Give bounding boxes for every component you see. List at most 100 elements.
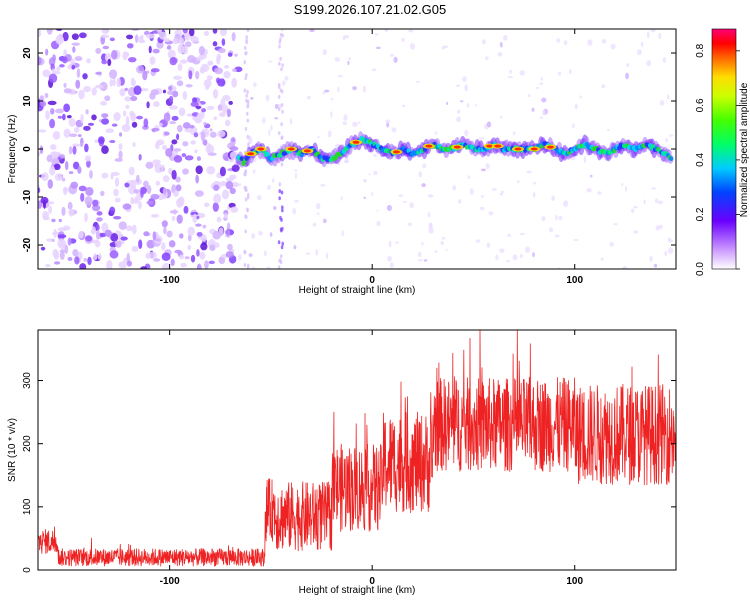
faint-speckle xyxy=(422,163,427,169)
faint-speckle xyxy=(384,29,389,33)
faint-speckle xyxy=(325,252,329,259)
faint-speckle xyxy=(486,121,492,128)
noise-blob xyxy=(223,64,230,69)
noise-blob xyxy=(184,256,190,260)
faint-speckle xyxy=(408,29,414,33)
noise-blob xyxy=(221,38,226,46)
faint-speckle xyxy=(668,247,674,255)
noise-blob xyxy=(163,131,170,136)
noise-blob xyxy=(162,89,167,94)
noise-blob xyxy=(200,63,210,73)
faint-speckle xyxy=(480,194,484,198)
faint-speckle xyxy=(554,234,560,238)
noise-blob xyxy=(190,101,199,107)
faint-speckle xyxy=(462,76,467,83)
faint-speckle xyxy=(665,137,668,143)
noise-blob xyxy=(51,218,56,223)
faint-speckle xyxy=(388,240,392,248)
faint-speckle xyxy=(324,89,330,93)
noise-blob xyxy=(178,37,185,46)
noise-blob xyxy=(125,115,130,126)
faint-speckle xyxy=(374,33,379,36)
noise-blob xyxy=(40,196,49,204)
noise-blob xyxy=(190,212,199,216)
noise-blob xyxy=(118,221,127,230)
streak-blob xyxy=(280,67,283,72)
noise-blob xyxy=(41,172,49,182)
faint-speckle xyxy=(306,95,311,100)
noise-blob xyxy=(225,228,231,237)
noise-blob xyxy=(173,190,179,197)
noise-blob xyxy=(95,229,100,240)
noise-blob xyxy=(92,199,99,207)
streak-blob xyxy=(279,88,283,93)
noise-blob xyxy=(50,151,59,157)
faint-speckle xyxy=(568,69,572,74)
faint-speckle xyxy=(390,53,394,57)
noise-blob xyxy=(212,89,219,99)
faint-speckle xyxy=(267,184,271,190)
noise-blob xyxy=(80,192,85,202)
noise-blob xyxy=(132,198,139,204)
noise-blob xyxy=(95,47,102,55)
streak-blob xyxy=(277,94,281,99)
streak-blob xyxy=(278,182,282,187)
noise-blob xyxy=(83,86,91,93)
faint-speckle xyxy=(362,85,367,93)
noise-blob xyxy=(203,30,210,37)
spectrogram-ytick-label: 10 xyxy=(22,95,33,107)
ridge-hot-core xyxy=(486,144,494,148)
noise-blob xyxy=(199,251,206,260)
snr-series-line xyxy=(38,330,676,567)
faint-speckle xyxy=(363,196,367,199)
faint-speckle xyxy=(650,29,656,33)
noise-blob xyxy=(167,90,173,95)
noise-blob xyxy=(54,173,63,181)
noise-blob xyxy=(212,230,221,240)
noise-blob xyxy=(152,231,157,241)
noise-blob xyxy=(182,29,188,34)
faint-speckle xyxy=(519,233,525,236)
faint-speckle xyxy=(427,194,434,198)
faint-speckle xyxy=(481,39,486,45)
noise-blob xyxy=(121,123,131,133)
noise-blob xyxy=(55,34,64,45)
noise-blob xyxy=(87,256,92,266)
noise-blob xyxy=(184,34,190,41)
noise-blob xyxy=(130,112,137,122)
noise-blob xyxy=(68,208,75,217)
faint-speckle xyxy=(376,46,381,50)
noise-blob xyxy=(68,171,74,175)
noise-blob xyxy=(61,56,68,64)
faint-speckle xyxy=(519,254,523,258)
noise-blob xyxy=(86,58,91,64)
noise-blob xyxy=(48,73,58,84)
noise-blob xyxy=(84,212,88,223)
noise-blob xyxy=(179,59,188,64)
spectrogram-ylabel: Frequency (Hz) xyxy=(7,115,18,184)
noise-blob xyxy=(212,29,218,34)
figure-title: S199.2026.107.21.02.G05 xyxy=(294,2,447,17)
noise-blob xyxy=(231,181,239,188)
faint-speckle xyxy=(373,153,377,158)
streak-blob xyxy=(281,109,284,114)
noise-blob xyxy=(77,166,82,174)
noise-blob xyxy=(194,149,198,154)
noise-blob xyxy=(187,226,195,236)
noise-blob xyxy=(223,71,231,79)
noise-blob xyxy=(72,161,80,170)
faint-speckle xyxy=(542,109,547,116)
faint-speckle xyxy=(334,57,340,62)
noise-blob xyxy=(109,250,119,259)
noise-blob xyxy=(182,91,188,100)
noise-blob xyxy=(66,114,72,119)
faint-speckle xyxy=(646,60,652,67)
noise-blob xyxy=(220,98,226,108)
noise-blob xyxy=(168,85,173,91)
faint-speckle xyxy=(657,200,663,205)
noise-blob xyxy=(71,33,79,41)
faint-speckle xyxy=(478,137,485,140)
noise-blob xyxy=(169,57,178,66)
streak-blob xyxy=(281,63,284,68)
noise-blob xyxy=(146,33,155,39)
